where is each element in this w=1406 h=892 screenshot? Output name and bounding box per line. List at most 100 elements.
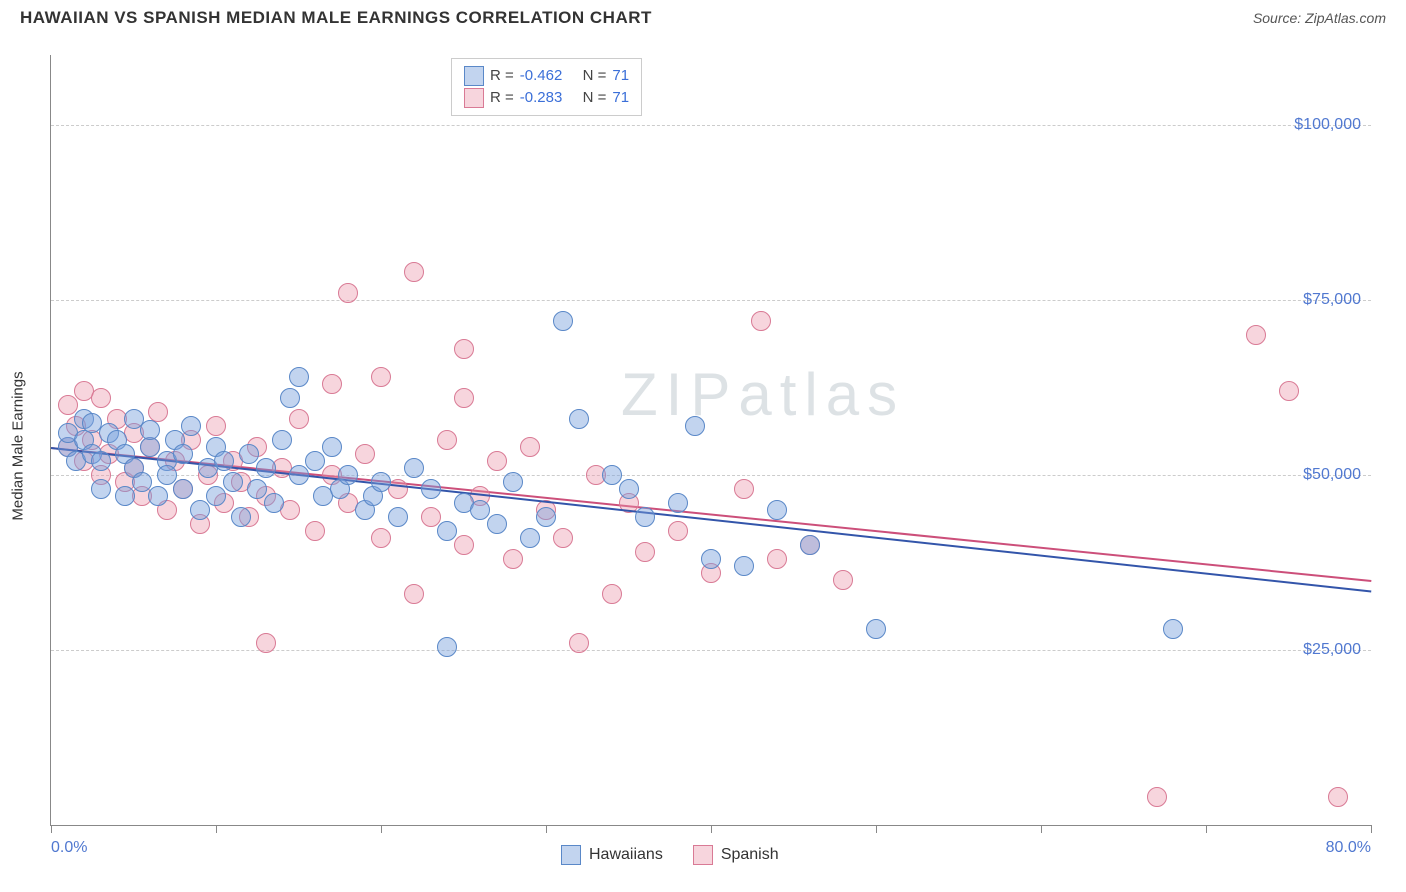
x-min-label: 0.0% [51, 839, 87, 857]
hawaiians-point [668, 493, 688, 513]
hawaiians-point [289, 465, 309, 485]
spanish-point [454, 339, 474, 359]
legend-item-hawaiians: Hawaiians [561, 845, 663, 865]
watermark-text: ZIPatlas [621, 360, 905, 429]
hawaiians-point [866, 619, 886, 639]
hawaiians-point [635, 507, 655, 527]
hawaiians-point [701, 549, 721, 569]
x-tick [711, 825, 712, 833]
hawaiians-point [536, 507, 556, 527]
x-tick [1041, 825, 1042, 833]
hawaiians-point [115, 486, 135, 506]
spanish-point [256, 633, 276, 653]
chart-title: HAWAIIAN VS SPANISH MEDIAN MALE EARNINGS… [20, 8, 652, 28]
hawaiians-point [503, 472, 523, 492]
hawaiians-point [140, 420, 160, 440]
spanish-point [206, 416, 226, 436]
spanish-point [355, 444, 375, 464]
hawaiians-point [140, 437, 160, 457]
hawaiians-point [132, 472, 152, 492]
hawaiians-point [437, 637, 457, 657]
spanish-point [503, 549, 523, 569]
hawaiians-point [404, 458, 424, 478]
spanish-point [569, 633, 589, 653]
hawaiians-point [214, 451, 234, 471]
y-tick-label: $50,000 [1303, 466, 1361, 484]
spanish-point [767, 549, 787, 569]
legend-row-spanish: R = -0.283 N = 71 [464, 87, 629, 109]
hawaiians-point [239, 444, 259, 464]
gridline [51, 300, 1371, 301]
hawaiians-point [289, 367, 309, 387]
hawaiians-point [305, 451, 325, 471]
spanish-point [58, 395, 78, 415]
x-tick [216, 825, 217, 833]
gridline [51, 650, 1371, 651]
spanish-point [553, 528, 573, 548]
spanish-swatch [693, 845, 713, 865]
hawaiians-swatch [464, 66, 484, 86]
hawaiians-point [173, 444, 193, 464]
hawaiians-point [553, 311, 573, 331]
y-tick-label: $100,000 [1294, 116, 1361, 134]
x-tick [51, 825, 52, 833]
y-tick-label: $75,000 [1303, 291, 1361, 309]
spanish-point [305, 521, 325, 541]
x-tick [381, 825, 382, 833]
x-tick [546, 825, 547, 833]
spanish-point [454, 535, 474, 555]
spanish-point [668, 521, 688, 541]
spanish-point [1246, 325, 1266, 345]
gridline [51, 125, 1371, 126]
spanish-point [1328, 787, 1348, 807]
spanish-point [404, 262, 424, 282]
spanish-point [91, 388, 111, 408]
x-tick [1371, 825, 1372, 833]
hawaiians-point [800, 535, 820, 555]
legend-item-spanish: Spanish [693, 845, 779, 865]
hawaiians-point [272, 430, 292, 450]
hawaiians-point [470, 500, 490, 520]
hawaiians-point [421, 479, 441, 499]
x-tick [876, 825, 877, 833]
spanish-point [1279, 381, 1299, 401]
spanish-point [833, 570, 853, 590]
spanish-point [338, 283, 358, 303]
hawaiians-point [322, 437, 342, 457]
hawaiians-point [223, 472, 243, 492]
hawaiians-point [437, 521, 457, 541]
hawaiians-point [247, 479, 267, 499]
hawaiians-point [157, 465, 177, 485]
hawaiians-point [231, 507, 251, 527]
series-legend: Hawaiians Spanish [561, 845, 779, 865]
spanish-point [751, 311, 771, 331]
spanish-point [289, 409, 309, 429]
hawaiians-point [569, 409, 589, 429]
hawaiians-point [602, 465, 622, 485]
hawaiians-point [520, 528, 540, 548]
scatter-chart: ZIPatlas $25,000$50,000$75,000$100,0000.… [50, 55, 1371, 826]
hawaiians-point [91, 479, 111, 499]
hawaiians-point [388, 507, 408, 527]
spanish-point [421, 507, 441, 527]
spanish-point [635, 542, 655, 562]
source-attribution: Source: ZipAtlas.com [1253, 10, 1386, 26]
hawaiians-point [206, 486, 226, 506]
hawaiians-point [173, 479, 193, 499]
hawaiians-point [91, 451, 111, 471]
spanish-swatch [464, 88, 484, 108]
spanish-point [520, 437, 540, 457]
spanish-point [404, 584, 424, 604]
hawaiians-point [619, 479, 639, 499]
spanish-point [371, 367, 391, 387]
correlation-legend: R = -0.462 N = 71R = -0.283 N = 71 [451, 58, 642, 116]
hawaiians-point [734, 556, 754, 576]
x-max-label: 80.0% [1326, 839, 1371, 857]
hawaiians-point [148, 486, 168, 506]
spanish-point [454, 388, 474, 408]
hawaiians-swatch [561, 845, 581, 865]
x-tick [1206, 825, 1207, 833]
spanish-point [602, 584, 622, 604]
hawaiians-point [1163, 619, 1183, 639]
y-axis-label: Median Male Earnings [10, 371, 27, 520]
